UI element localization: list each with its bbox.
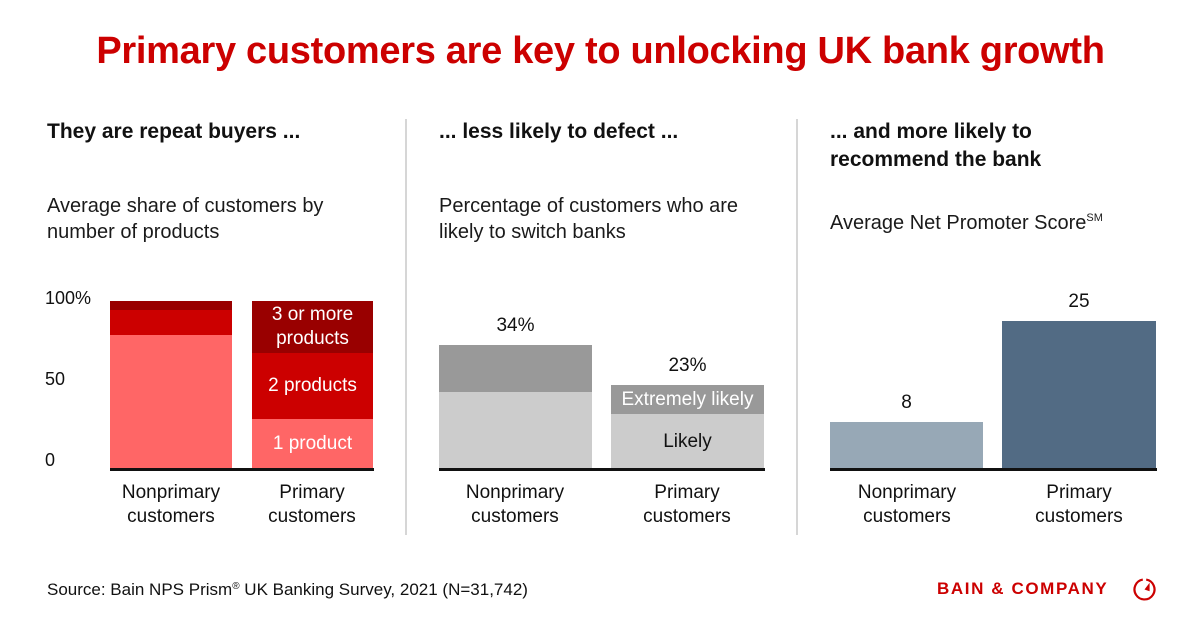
segment-2-products <box>110 310 232 335</box>
panel-3-heading: ... and more likely to recommend the ban… <box>830 120 1042 171</box>
value-label-nonprimary: 8 <box>901 392 912 413</box>
bain-radar-logo-icon <box>1132 577 1157 602</box>
value-label-primary: 25 <box>1068 291 1090 312</box>
bar-primary-nps <box>1002 321 1156 469</box>
panel-2-heading: ... less likely to defect ... <box>439 120 679 143</box>
bar-primary-products: 1 product 2 products 3 or more products <box>252 301 373 469</box>
x-axis-line <box>830 468 1157 471</box>
segment-1-product <box>110 335 232 469</box>
bar-nonprimary-nps <box>830 422 983 469</box>
y-tick-0: 0 <box>45 450 56 470</box>
x-axis-line <box>439 468 765 471</box>
x-label-nonprimary: Nonprimary customers <box>857 482 957 527</box>
bar-nonprimary-switching <box>439 345 592 469</box>
x-label-primary: Primary customers <box>268 482 356 527</box>
panel-divider <box>796 119 798 535</box>
segment-likely-label: Likely <box>663 430 712 452</box>
segment-2-products: 2 products <box>252 353 373 419</box>
panel-divider <box>405 119 407 535</box>
x-label-primary: Primary customers <box>1035 482 1123 527</box>
panel-1-subtitle: Average share of customers by number of … <box>47 195 324 243</box>
panel-3-subtitle: Average Net Promoter ScoreSM <box>830 212 1103 234</box>
segment-3-or-more-products-label: 3 or more products <box>271 304 354 349</box>
segment-extremely-likely: Extremely likely <box>611 385 764 414</box>
segment-1-product: 1 product <box>252 419 373 469</box>
x-axis-line <box>110 468 374 471</box>
panel-2-subtitle: Percentage of customers who are likely t… <box>439 195 739 243</box>
value-label-primary: 23% <box>668 355 707 376</box>
segment-extremely-likely <box>439 345 592 392</box>
x-label-nonprimary: Nonprimary customers <box>121 482 221 527</box>
y-tick-50: 50 <box>45 369 66 389</box>
segment-likely: Likely <box>611 414 764 469</box>
segment-2-products-label: 2 products <box>268 375 357 396</box>
x-label-nonprimary: Nonprimary customers <box>465 482 565 527</box>
panel-1-heading: They are repeat buyers ... <box>47 120 301 143</box>
segment-3-or-more-products <box>110 301 232 310</box>
value-label-nonprimary: 34% <box>496 315 535 336</box>
segment-likely <box>439 392 592 469</box>
page-title: Primary customers are key to unlocking U… <box>96 30 1105 72</box>
segment-1-product-label: 1 product <box>272 433 353 454</box>
y-tick-100: 100% <box>45 288 92 308</box>
brand-wordmark: BAIN & COMPANY <box>937 579 1109 598</box>
source-note: Source: Bain NPS Prism® UK Banking Surve… <box>47 580 528 599</box>
segment-3-or-more-products: 3 or more products <box>252 301 373 353</box>
bar-primary-switching: Likely Extremely likely <box>611 385 764 469</box>
bar-nonprimary-products <box>110 301 232 469</box>
segment-extremely-likely-label: Extremely likely <box>621 388 754 410</box>
x-label-primary: Primary customers <box>643 482 731 527</box>
